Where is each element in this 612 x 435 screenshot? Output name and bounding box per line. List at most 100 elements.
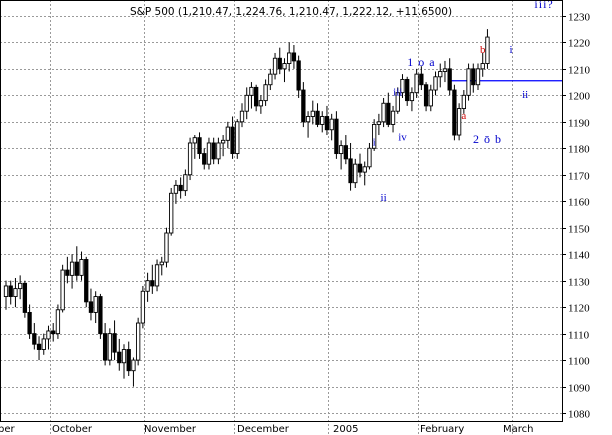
candle-body: [414, 73, 419, 94]
y-tick-label: 1120: [568, 303, 590, 315]
wave-label: iv: [398, 131, 407, 143]
candle-body: [13, 288, 18, 298]
wave-label: i: [373, 137, 376, 149]
x-tick-label: October: [52, 424, 93, 435]
candle-body: [254, 86, 259, 107]
y-tick-label: 1200: [568, 91, 591, 103]
x-tick-label: February: [420, 424, 464, 435]
wave-label: b: [480, 44, 486, 56]
candle-body: [98, 296, 103, 335]
x-tick-label: March: [503, 424, 533, 435]
candle-body: [287, 52, 292, 64]
candle-body: [225, 126, 230, 141]
x-tick-label: 2005: [333, 424, 358, 435]
candle-body: [376, 121, 382, 125]
wave-label: 2 ō b: [473, 132, 502, 146]
candle-body: [154, 264, 160, 287]
candle-body: [381, 102, 386, 123]
candle-body: [74, 261, 79, 276]
candle-body: [423, 84, 429, 107]
candle-body: [230, 126, 235, 155]
y-tick-label: 1160: [568, 197, 590, 209]
x-tick-label: November: [144, 424, 197, 435]
candle-body: [372, 123, 377, 149]
candle-body: [461, 94, 466, 110]
candle-body: [107, 333, 112, 361]
candle-body: [409, 92, 415, 102]
candle-body: [93, 296, 98, 313]
candle-body: [348, 158, 353, 184]
candle-body: [263, 84, 268, 102]
y-tick-label: 1130: [568, 277, 590, 289]
candle-body: [239, 110, 245, 123]
candle-body: [22, 282, 28, 313]
candle-body: [46, 330, 51, 340]
candle-body: [126, 349, 131, 372]
candle-body: [315, 110, 320, 125]
candle-body: [400, 78, 405, 94]
candle-body: [249, 86, 254, 96]
candle-body: [438, 71, 443, 78]
candle-body: [480, 63, 485, 70]
candle-body: [343, 145, 348, 160]
candle-body: [334, 118, 339, 155]
candle-body: [173, 184, 179, 194]
candle-body: [164, 232, 169, 263]
candle-body: [36, 343, 42, 350]
candle-body: [282, 63, 287, 70]
candle-body: [121, 349, 127, 364]
candle-body: [244, 94, 249, 112]
candle-body: [362, 166, 367, 173]
candle-body: [367, 147, 372, 168]
candle-body: [390, 110, 396, 125]
candle-body: [305, 116, 311, 123]
candle-body: [8, 285, 13, 298]
wave-label: ii: [522, 89, 528, 101]
candle-body: [301, 89, 306, 123]
candle-body: [291, 52, 297, 62]
wave-label: i: [510, 44, 513, 56]
candle-body: [41, 338, 46, 350]
wave-label: a: [461, 110, 466, 122]
candle-body: [183, 174, 188, 192]
candle-body: [79, 259, 84, 276]
candle-body: [18, 282, 23, 290]
y-tick-label: 1100: [568, 356, 590, 368]
candle-body: [466, 68, 471, 96]
candle-body: [433, 76, 438, 91]
y-tick-label: 1140: [568, 250, 590, 262]
candle-body: [131, 359, 136, 372]
candle-body: [310, 110, 315, 117]
plot-frame: [0, 0, 563, 422]
candle-body: [169, 192, 174, 234]
y-tick-label: 1080: [568, 409, 591, 421]
y-tick-label: 1110: [568, 330, 590, 342]
y-tick-label: 1230: [568, 12, 591, 24]
axis-layer: 1080 1090 1100 1110 1120 1130 1140 1150 1160 1170…: [0, 12, 591, 435]
candle-body: [159, 261, 164, 266]
candle-body: [329, 118, 334, 131]
candle-body: [268, 73, 273, 86]
candle-body: [258, 100, 264, 107]
wave-label: iii: [393, 86, 402, 98]
candle-body: [475, 68, 481, 86]
wave-label: ii: [381, 192, 387, 204]
candles-layer: [3, 29, 490, 387]
candle-body: [145, 280, 150, 292]
candle-body: [197, 137, 202, 155]
candle-body: [117, 351, 122, 364]
candle-body: [320, 116, 325, 125]
candle-body: [447, 68, 452, 91]
candle-body: [452, 89, 457, 136]
candle-body: [192, 137, 197, 144]
candle-body: [485, 36, 490, 64]
wave-label: 1 o a: [407, 55, 435, 69]
y-tick-label: 1180: [568, 144, 590, 156]
candle-body: [112, 333, 117, 353]
candle-body: [202, 153, 207, 165]
candle-body: [60, 269, 65, 311]
candle-body: [69, 261, 75, 276]
candle-body: [456, 108, 462, 136]
candle-body: [88, 301, 94, 313]
